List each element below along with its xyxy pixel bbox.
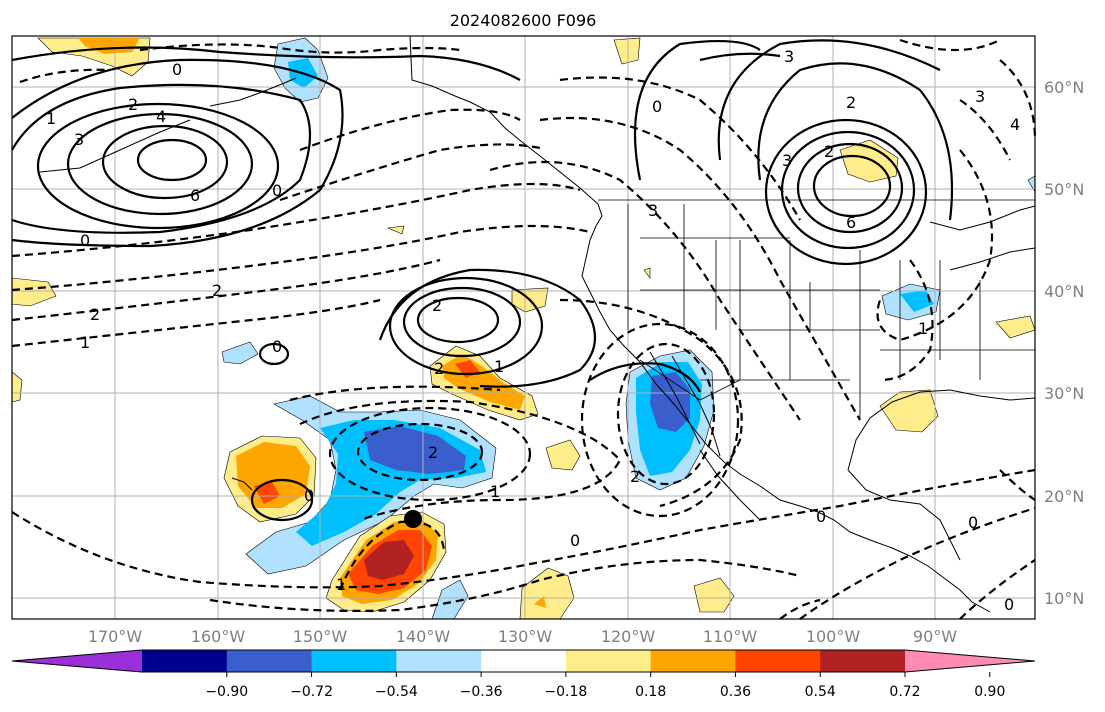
map-title: 2024082600 F096 [450,11,597,30]
contour-label: 3 [784,47,794,66]
contour-label: 3 [648,201,658,220]
colorbar-tick-label: 0.18 [635,684,666,700]
contour-label: 0 [652,97,662,116]
colorbar-extend-low [12,650,142,672]
contour-labels: 1 3 4 6 2 0 0 0 2 2 1 2 2 1 0 2 1 0 1 0 … [46,47,1020,614]
coastlines [39,35,1036,613]
lat-label: 60°N [1044,78,1084,97]
lon-label: 130°W [498,627,553,646]
colorbar-swatch [481,650,567,672]
contour-label: 3 [782,151,792,170]
lon-label: 150°W [293,627,348,646]
contour-label: 6 [190,186,200,205]
contour-label: 3 [975,87,985,106]
colorbar-swatch [650,650,736,672]
storm-position-marker [404,510,422,528]
colorbar-swatch [735,650,821,672]
contour-label: 4 [1010,115,1020,134]
colorbar-swatch [311,650,397,672]
colorbar-extend-high [905,650,1035,672]
contour-label: 0 [968,513,978,532]
anomaly-fills [11,37,1036,620]
contour-label: 2 [630,467,640,486]
contour-label: 0 [816,507,826,526]
contour-label: 0 [1004,595,1014,614]
contour-label: 3 [74,130,84,149]
contour-label: 1 [918,319,928,338]
lat-label: 40°N [1044,282,1084,301]
lon-label: 90°W [913,627,957,646]
colorbar-tick-label: −0.54 [375,684,418,700]
lat-label: 10°N [1044,589,1084,608]
contour-label: 4 [156,107,166,126]
contour-label: 2 [432,296,442,315]
contours [11,38,1037,620]
contour-label: 1 [46,109,56,128]
lon-label: 120°W [601,627,656,646]
contour-label: 0 [172,60,182,79]
contour-label: 0 [570,531,580,550]
contour-label: 1 [336,575,346,594]
colorbar-tick-label: −0.36 [460,684,503,700]
contour-label: 2 [824,142,834,161]
colorbar-outline [11,649,1036,673]
colorbar-swatch [142,650,228,672]
lat-label: 20°N [1044,487,1084,506]
borders [598,199,1035,420]
colorbar-tick-label: 0.72 [889,684,920,700]
colorbar-swatch [226,650,313,672]
contour-label: 2 [128,95,138,114]
lon-label: 160°W [191,627,246,646]
lon-label: 100°W [806,627,861,646]
map-gridlines [12,36,1035,619]
lat-label: 50°N [1044,180,1084,199]
colorbar-swatch [820,650,906,672]
contour-label: 2 [90,305,100,324]
contour-label: 0 [272,337,282,356]
lon-label: 140°W [396,627,451,646]
lon-label: 170°W [88,627,143,646]
map-border [11,35,1036,620]
colorbar-tick-label: −0.18 [544,684,587,700]
contour-label: 0 [272,181,282,200]
colorbar-tick-label: 0.90 [974,684,1005,700]
contour-label: 2 [846,93,856,112]
latitude-labels: 60°N 50°N 40°N 30°N 20°N 10°N [1044,78,1084,608]
contour-label: 6 [846,213,856,232]
colorbar-tick-label: −0.90 [205,684,248,700]
lat-label: 30°N [1044,384,1084,403]
colorbar-swatch [396,650,482,672]
contour-label: 1 [490,482,500,501]
contour-label: 2 [428,443,438,462]
contour-label: 2 [434,359,444,378]
colorbar-swatch [565,650,652,672]
colorbar: −0.90 −0.72 −0.54 −0.36 −0.18 0.18 0.36 0.54 0.7… [11,649,1036,700]
colorbar-tick-label: 0.36 [720,684,751,700]
colorbar-tick-label: −0.72 [290,684,333,700]
contour-label: 0 [304,486,314,505]
contour-label: 1 [80,333,90,352]
contour-label: 0 [80,231,90,250]
longitude-labels: 170°W 160°W 150°W 140°W 130°W 120°W 110°… [88,627,957,646]
colorbar-tick-label: 0.54 [805,684,836,700]
contour-label: 2 [212,281,222,300]
lon-label: 110°W [703,627,758,646]
contour-label: 1 [494,357,504,376]
